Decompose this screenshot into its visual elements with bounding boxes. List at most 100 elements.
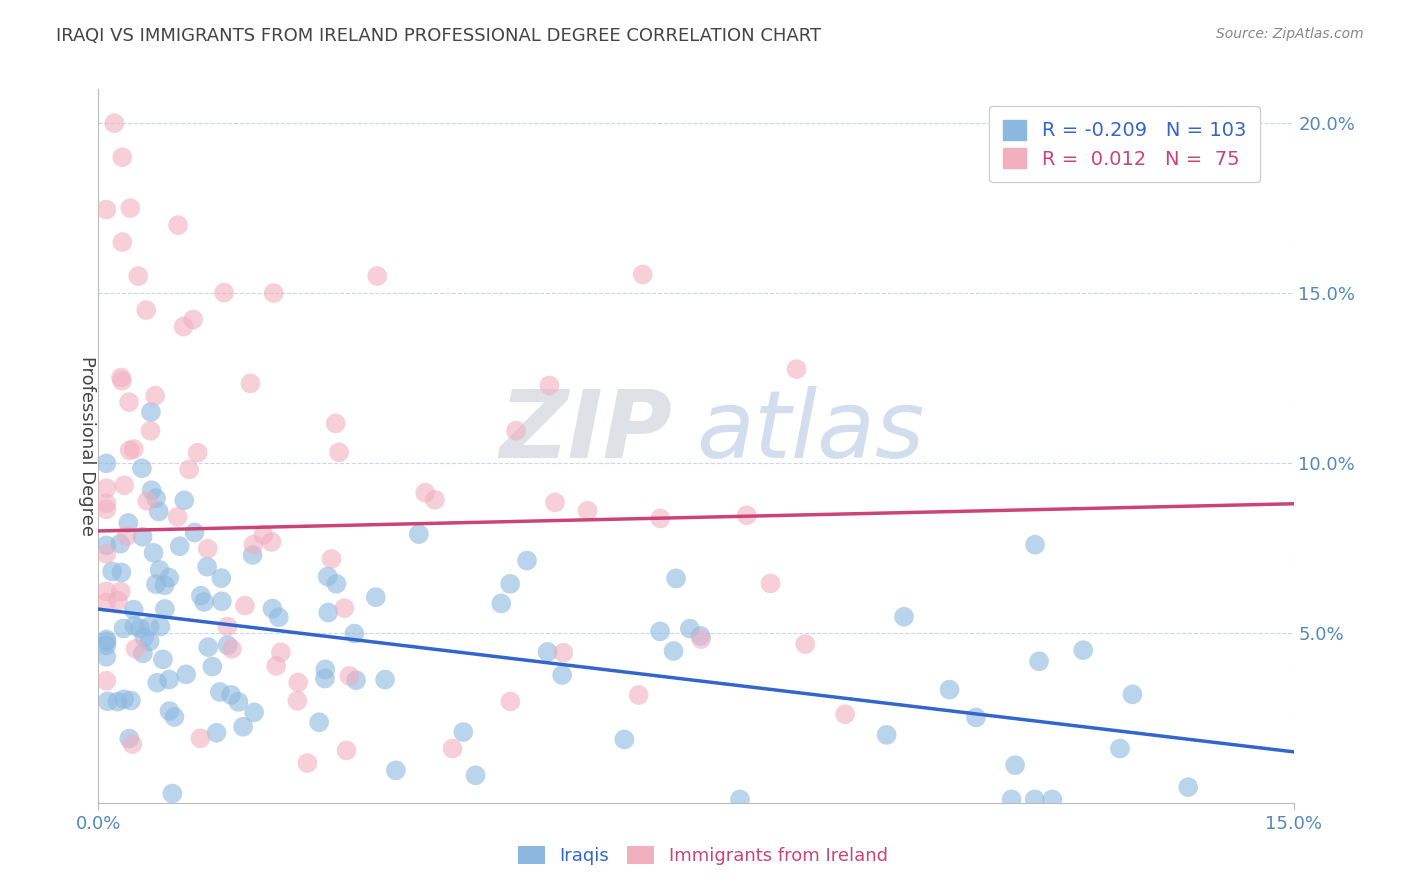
Point [131, 530, 153, 544]
Point [441, 741, 464, 756]
Point [163, 710, 186, 724]
Point [145, 577, 167, 591]
Point [893, 609, 915, 624]
Point [122, 442, 145, 457]
Point [735, 508, 758, 523]
Point [148, 504, 170, 518]
Point [96, 632, 118, 647]
Point [499, 694, 522, 708]
Point [153, 578, 176, 592]
Point [648, 624, 671, 639]
Point [139, 424, 162, 438]
Point [1004, 758, 1026, 772]
Point [219, 688, 242, 702]
Point [325, 417, 347, 431]
Point [239, 376, 262, 391]
Point [453, 725, 475, 739]
Point [209, 571, 232, 585]
Point [179, 462, 201, 476]
Point [965, 710, 987, 724]
Point [728, 792, 751, 806]
Point [759, 576, 782, 591]
Point [110, 537, 132, 551]
Point [551, 668, 574, 682]
Point [665, 571, 688, 585]
Point [152, 652, 174, 666]
Point [107, 593, 129, 607]
Point [96, 538, 118, 552]
Point [138, 634, 160, 648]
Point [120, 693, 142, 707]
Point [121, 737, 143, 751]
Point [112, 622, 135, 636]
Point [228, 695, 250, 709]
Point [96, 649, 118, 664]
Point [876, 728, 898, 742]
Point [135, 303, 157, 318]
Point [1024, 792, 1046, 806]
Point [118, 395, 141, 409]
Point [233, 599, 256, 613]
Point [242, 538, 264, 552]
Point [650, 511, 672, 525]
Point [107, 695, 129, 709]
Point [96, 481, 118, 495]
Point [333, 601, 356, 615]
Point [662, 644, 685, 658]
Point [314, 672, 336, 686]
Point [287, 694, 309, 708]
Point [314, 662, 336, 676]
Point [335, 743, 357, 757]
Point [689, 629, 711, 643]
Legend: Iraqis, Immigrants from Ireland: Iraqis, Immigrants from Ireland [509, 837, 897, 874]
Point [205, 725, 228, 739]
Point [232, 720, 254, 734]
Point [270, 645, 292, 659]
Point [538, 378, 561, 392]
Point [96, 502, 118, 516]
Point [1071, 643, 1094, 657]
Point [141, 483, 163, 498]
Point [1177, 780, 1199, 794]
Point [146, 675, 169, 690]
Point [242, 548, 264, 562]
Point [1024, 538, 1046, 552]
Point [464, 768, 486, 782]
Point [96, 202, 118, 217]
Point [308, 715, 330, 730]
Point [96, 496, 118, 510]
Point [374, 673, 396, 687]
Point [129, 621, 152, 635]
Point [544, 495, 567, 509]
Point [162, 787, 184, 801]
Point [262, 601, 284, 615]
Point [122, 602, 145, 616]
Point [96, 673, 118, 688]
Point [321, 552, 343, 566]
Point [505, 424, 527, 438]
Point [1040, 792, 1063, 806]
Point [111, 235, 134, 249]
Point [120, 201, 142, 215]
Point [328, 445, 350, 459]
Point [834, 707, 856, 722]
Point [103, 116, 125, 130]
Point [143, 389, 166, 403]
Point [173, 493, 195, 508]
Point [136, 493, 159, 508]
Point [187, 446, 209, 460]
Point [217, 638, 239, 652]
Point [794, 637, 817, 651]
Point [96, 634, 118, 648]
Point [173, 319, 195, 334]
Point [212, 285, 235, 300]
Point [217, 619, 239, 633]
Point [193, 595, 215, 609]
Point [263, 286, 285, 301]
Text: ZIP: ZIP [499, 385, 672, 478]
Text: Source: ZipAtlas.com: Source: ZipAtlas.com [1216, 27, 1364, 41]
Point [166, 509, 188, 524]
Point [115, 529, 138, 543]
Point [96, 456, 118, 470]
Point [536, 645, 558, 659]
